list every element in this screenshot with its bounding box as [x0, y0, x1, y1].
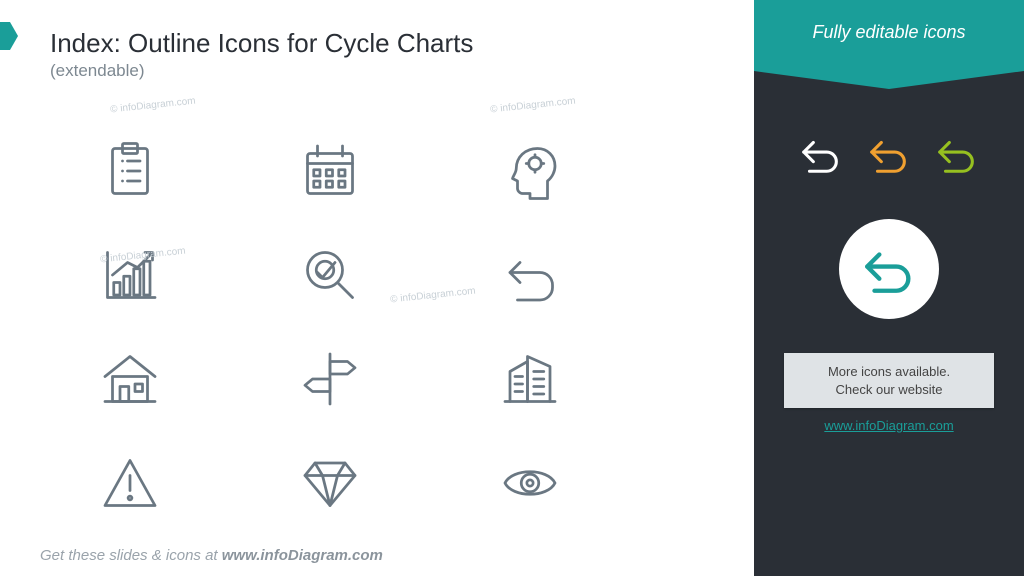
return-arrow-green-icon	[934, 131, 980, 177]
page-title: Index: Outline Icons for Cycle Charts	[50, 28, 714, 59]
sidebar: Fully editable icons More icons availabl…	[754, 0, 1024, 576]
bar-chart-growth-icon	[50, 225, 210, 325]
signpost-icon	[250, 329, 410, 429]
warning-triangle-icon	[50, 433, 210, 533]
footer-text: Get these slides & icons at www.infoDiag…	[40, 547, 383, 564]
footer-brand: www.infoDiagram.com	[222, 547, 383, 564]
calendar-icon	[250, 121, 410, 221]
page-subtitle: (extendable)	[50, 61, 714, 81]
return-arrow-white-icon	[798, 131, 844, 177]
footer-prefix: Get these slides & icons at	[40, 547, 222, 564]
watermark: © infoDiagram.com	[490, 96, 576, 116]
buildings-icon	[450, 329, 610, 429]
sidebar-dark: More icons available. Check our website …	[754, 71, 1024, 576]
slide-root: Index: Outline Icons for Cycle Charts (e…	[0, 0, 1024, 576]
head-gear-icon	[450, 121, 610, 221]
return-arrow-icon	[450, 225, 610, 325]
clipboard-list-icon	[50, 121, 210, 221]
sidebar-ribbon: Fully editable icons	[754, 0, 1024, 71]
house-icon	[50, 329, 210, 429]
eye-icon	[450, 433, 610, 533]
note-line-1: More icons available.	[798, 363, 980, 381]
accent-tab	[0, 22, 10, 50]
return-arrow-circle-icon	[839, 219, 939, 319]
diamond-icon	[250, 433, 410, 533]
arrow-color-variants	[798, 131, 980, 177]
target-magnifier-icon	[250, 225, 410, 325]
note-line-2: Check our website	[798, 381, 980, 399]
main-panel: Index: Outline Icons for Cycle Charts (e…	[0, 0, 754, 576]
icon-grid	[50, 121, 714, 533]
sidebar-link[interactable]: www.infoDiagram.com	[824, 418, 953, 433]
return-arrow-orange-icon	[866, 131, 912, 177]
watermark: © infoDiagram.com	[110, 96, 196, 116]
sidebar-note: More icons available. Check our website	[784, 353, 994, 408]
